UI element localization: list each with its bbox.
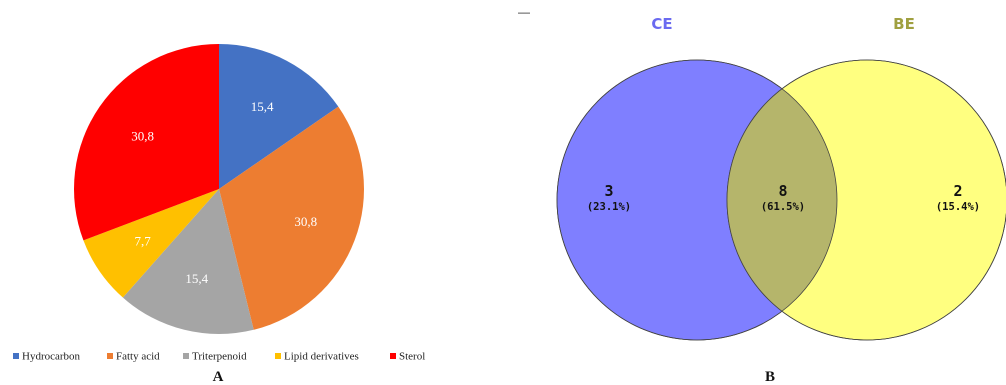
pie-data-label: 15,4 [251,99,274,114]
venn-circle-be-outline [726,59,1006,341]
venn-count-be-only: 2 [953,182,962,200]
venn-percent-be-only: (15.4%) [936,201,980,213]
legend-swatch [107,353,113,359]
pie-chart [73,44,364,334]
legend-label: Fatty acid [116,351,160,363]
legend-label: Lipid derivatives [284,351,359,363]
pie-slice-labels: 15,4 30,8 15,4 7,7 30,8 [131,99,317,286]
legend-swatch [275,353,281,359]
venn-percent-overlap: (61.5%) [761,201,805,213]
panel-label-a: A [213,369,224,385]
pie-slice-triterpenoid [122,189,254,334]
venn-count-ce-only: 3 [604,182,613,200]
venn-count-overlap: 8 [778,182,787,200]
panel-label-b: B [765,369,775,385]
corner-mark: — [518,5,530,19]
venn-set-label-be: BE [893,15,915,33]
legend-label: Sterol [399,351,425,363]
legend-swatch [390,353,396,359]
pie-data-label: 7,7 [135,234,152,249]
venn-circle-ce-outline [556,59,838,341]
venn-set-label-ce: CE [651,15,672,33]
legend-swatch [13,353,19,359]
pie-data-label: 30,8 [294,214,317,229]
legend-label: Triterpenoid [192,351,247,363]
venn-diagram: — CE BE 3 (23.1%) 8 (61.5%) 2 (15.4%) [518,5,1006,341]
legend-label: Hydrocarbon [22,351,81,363]
pie-slice-hydrocarbon [219,44,339,189]
venn-percent-ce-only: (23.1%) [587,201,631,213]
pie-data-label: 15,4 [185,271,208,286]
venn-overlap-region [727,60,837,340]
pie-slice-lipid-derivatives [83,189,220,298]
legend-swatch [183,353,189,359]
pie-slice-sterol [73,44,219,241]
pie-slice-fatty-acid [219,106,364,330]
pie-data-label: 30,8 [131,128,154,143]
pie-legend: Hydrocarbon Fatty acid Triterpenoid Lipid d… [13,351,425,363]
